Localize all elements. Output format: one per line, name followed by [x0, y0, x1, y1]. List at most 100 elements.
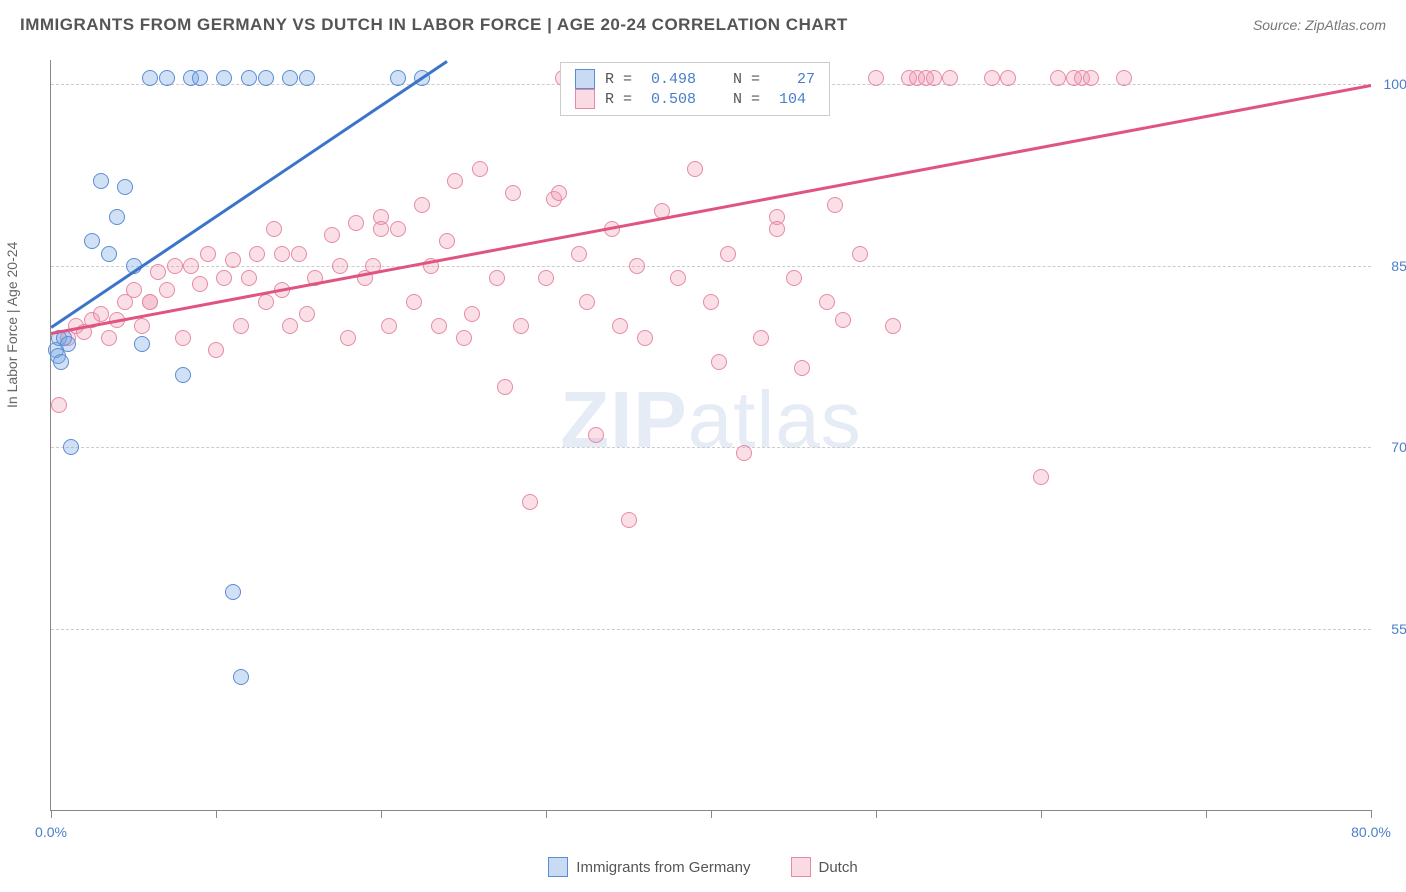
data-point-pink: [266, 221, 282, 237]
gridline-h: [51, 266, 1371, 267]
y-axis-label: In Labor Force | Age 20-24: [4, 242, 20, 408]
data-point-pink: [505, 185, 521, 201]
data-point-pink: [513, 318, 529, 334]
y-tick-label: 85.0%: [1391, 258, 1406, 274]
data-point-blue: [142, 70, 158, 86]
data-point-blue: [390, 70, 406, 86]
data-point-pink: [216, 270, 232, 286]
data-point-pink: [629, 258, 645, 274]
stats-row-pink: R = 0.508 N = 104: [575, 89, 815, 109]
x-tick: [1041, 810, 1042, 818]
data-point-blue: [225, 584, 241, 600]
data-point-blue: [53, 354, 69, 370]
x-tick: [711, 810, 712, 818]
data-point-pink: [868, 70, 884, 86]
data-point-pink: [464, 306, 480, 322]
data-point-pink: [489, 270, 505, 286]
data-point-pink: [1000, 70, 1016, 86]
data-point-pink: [736, 445, 752, 461]
data-point-pink: [769, 221, 785, 237]
data-point-pink: [571, 246, 587, 262]
data-point-pink: [258, 294, 274, 310]
x-tick: [51, 810, 52, 818]
data-point-pink: [942, 70, 958, 86]
data-point-pink: [51, 397, 67, 413]
data-point-pink: [249, 246, 265, 262]
r-value-pink: 0.508: [651, 91, 696, 108]
y-tick-label: 100.0%: [1384, 76, 1406, 92]
data-point-pink: [621, 512, 637, 528]
data-point-pink: [522, 494, 538, 510]
data-point-blue: [117, 179, 133, 195]
data-point-pink: [1116, 70, 1132, 86]
data-point-blue: [60, 336, 76, 352]
data-point-blue: [93, 173, 109, 189]
swatch-pink: [575, 89, 595, 109]
x-tick-label: 0.0%: [35, 824, 67, 840]
data-point-pink: [984, 70, 1000, 86]
data-point-pink: [1050, 70, 1066, 86]
data-point-pink: [1033, 469, 1049, 485]
data-point-pink: [200, 246, 216, 262]
legend-swatch-blue: [548, 857, 568, 877]
data-point-pink: [299, 306, 315, 322]
data-point-blue: [241, 70, 257, 86]
data-point-pink: [670, 270, 686, 286]
watermark-zip: ZIP: [560, 375, 687, 464]
legend-swatch-pink: [791, 857, 811, 877]
data-point-pink: [885, 318, 901, 334]
data-point-pink: [637, 330, 653, 346]
data-point-blue: [109, 209, 125, 225]
r-label: R =: [605, 71, 641, 88]
data-point-pink: [827, 197, 843, 213]
data-point-pink: [819, 294, 835, 310]
data-point-pink: [497, 379, 513, 395]
legend-item-blue: Immigrants from Germany: [548, 857, 750, 877]
data-point-pink: [183, 258, 199, 274]
data-point-pink: [340, 330, 356, 346]
data-point-pink: [786, 270, 802, 286]
legend-label-pink: Dutch: [819, 859, 858, 876]
data-point-pink: [348, 215, 364, 231]
x-tick-label: 80.0%: [1351, 824, 1391, 840]
data-point-blue: [63, 439, 79, 455]
data-point-pink: [233, 318, 249, 334]
watermark-atlas: atlas: [688, 375, 862, 464]
data-point-pink: [101, 330, 117, 346]
data-point-pink: [431, 318, 447, 334]
n-label: N =: [706, 91, 769, 108]
data-point-pink: [588, 427, 604, 443]
trendline-blue: [50, 60, 447, 328]
gridline-h: [51, 447, 1371, 448]
data-point-blue: [216, 70, 232, 86]
data-point-pink: [134, 318, 150, 334]
series-legend: Immigrants from Germany Dutch: [0, 857, 1406, 877]
data-point-pink: [332, 258, 348, 274]
data-point-pink: [381, 318, 397, 334]
legend-item-pink: Dutch: [791, 857, 858, 877]
stats-legend: R = 0.498 N = 27 R = 0.508 N = 104: [560, 62, 830, 116]
stats-row-blue: R = 0.498 N = 27: [575, 69, 815, 89]
x-tick: [216, 810, 217, 818]
x-tick: [876, 810, 877, 818]
gridline-h: [51, 629, 1371, 630]
chart-source: Source: ZipAtlas.com: [1253, 17, 1386, 33]
data-point-pink: [612, 318, 628, 334]
data-point-pink: [439, 233, 455, 249]
data-point-blue: [282, 70, 298, 86]
n-label: N =: [706, 71, 769, 88]
data-point-blue: [134, 336, 150, 352]
r-value-blue: 0.498: [651, 71, 696, 88]
y-tick-label: 55.0%: [1391, 621, 1406, 637]
chart-header: IMMIGRANTS FROM GERMANY VS DUTCH IN LABO…: [0, 0, 1406, 50]
y-tick-label: 70.0%: [1391, 439, 1406, 455]
data-point-pink: [406, 294, 422, 310]
data-point-pink: [225, 252, 241, 268]
data-point-pink: [926, 70, 942, 86]
chart-title: IMMIGRANTS FROM GERMANY VS DUTCH IN LABO…: [20, 15, 848, 35]
data-point-pink: [373, 221, 389, 237]
r-label: R =: [605, 91, 641, 108]
data-point-pink: [579, 294, 595, 310]
x-tick: [381, 810, 382, 818]
data-point-pink: [447, 173, 463, 189]
